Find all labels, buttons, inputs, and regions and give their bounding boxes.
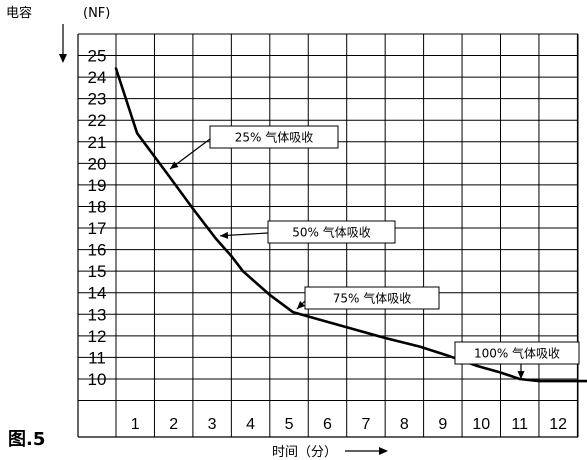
y-tick-label: 19: [88, 176, 107, 195]
x-axis-arrow: [345, 447, 388, 455]
y-tick-label: 13: [88, 305, 107, 324]
series-layer: [114, 67, 587, 383]
y-axis-unit: (NF): [83, 6, 110, 21]
y-axis-arrow: [59, 24, 67, 63]
y-axis-label: 电容: [6, 5, 32, 21]
callout-arrowhead: [219, 231, 229, 239]
callout-label: 100% 气体吸收: [474, 346, 560, 361]
x-tick-label: 1: [131, 416, 140, 433]
callout-label: 50% 气体吸收: [292, 225, 371, 240]
callout-label: 25% 气体吸收: [235, 130, 314, 145]
callout-arrowhead: [517, 371, 525, 380]
series-line: [114, 67, 587, 383]
callout: 50% 气体吸收: [219, 220, 396, 244]
y-tick-label: 16: [88, 241, 107, 260]
callout-box: [304, 286, 440, 310]
x-tick-label: 8: [400, 416, 409, 433]
y-tick-label: 21: [88, 133, 107, 152]
callout: 25% 气体吸收: [169, 125, 339, 170]
x-tick-label: 2: [169, 416, 178, 433]
callout: 75% 气体吸收: [296, 286, 440, 310]
y-tick-label: 20: [88, 154, 107, 173]
y-tick-label: 25: [88, 47, 107, 66]
x-tick-label: 7: [361, 416, 370, 433]
callouts: 25% 气体吸收 50% 气体吸收 75% 气体吸收 100% 气体吸收: [169, 125, 580, 380]
y-tick-label: 17: [88, 219, 107, 238]
x-tick-label: 4: [246, 416, 255, 433]
x-axis-label: 时间（分）: [272, 445, 337, 460]
y-tick-label: 11: [88, 348, 106, 367]
callout-label: 75% 气体吸收: [333, 291, 412, 306]
x-tick-label: 3: [208, 416, 217, 433]
y-tick-label: 18: [88, 197, 107, 216]
x-tick-label: 12: [549, 416, 567, 433]
x-tick-label: 6: [323, 416, 332, 433]
y-tick-label: 24: [88, 68, 107, 87]
callout-arrowhead: [296, 300, 306, 310]
x-tick-labels: 1 2 3 4 5 6 7 8 9 10 11 12: [131, 416, 567, 433]
x-tick-label: 9: [438, 416, 447, 433]
callout: 100% 气体吸收: [454, 341, 580, 380]
x-tick-label: 5: [285, 416, 294, 433]
y-tick-labels: 10 11 12 13 14 15 16 17 18 19 20 21 22 23 24 25: [88, 47, 107, 389]
callout-box: [209, 125, 339, 149]
y-tick-label: 15: [88, 262, 107, 281]
callout-box: [454, 341, 580, 365]
y-tick-label: 22: [88, 111, 107, 130]
callout-arrowhead: [169, 161, 179, 169]
grid: [77, 33, 579, 438]
y-tick-label: 12: [88, 327, 107, 346]
callout-arrow: [219, 232, 269, 237]
callout-box: [267, 220, 396, 244]
figure-label: 图.5: [8, 429, 45, 450]
y-tick-label: 10: [88, 370, 107, 389]
x-tick-label: 10: [472, 416, 490, 433]
y-tick-label: 23: [88, 90, 107, 109]
y-tick-label: 14: [88, 284, 107, 303]
callout-arrow: [169, 138, 211, 170]
x-tick-label: 11: [511, 416, 528, 433]
